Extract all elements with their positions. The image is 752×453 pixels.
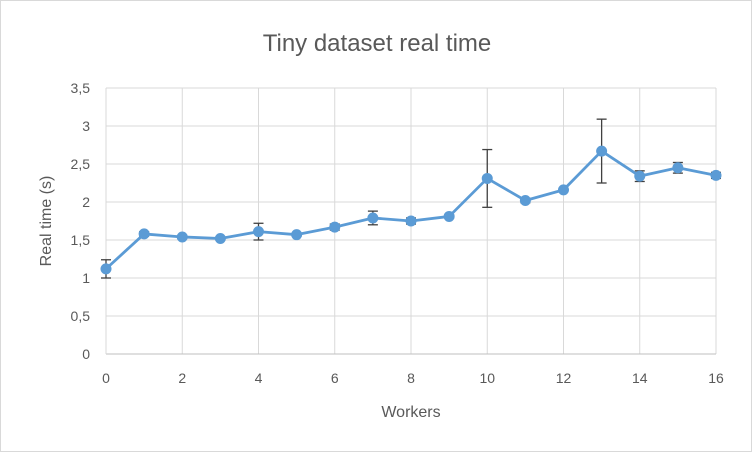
chart-title: Tiny dataset real time [263,30,492,57]
y-tick-labels: 0 0,5 1 1,5 2 2,5 3 3,5 [71,80,91,362]
data-point [291,229,303,241]
x-tick-label: 4 [255,370,263,386]
data-point [329,221,341,233]
x-tick-label: 6 [331,370,339,386]
x-tick-label: 2 [178,370,186,386]
x-tick-label: 12 [556,370,572,386]
y-tick-label: 3,5 [71,80,91,96]
x-tick-label: 0 [102,370,110,386]
data-point [443,210,455,222]
x-tick-label: 16 [708,370,724,386]
y-tick-label: 2,5 [71,156,91,172]
data-point [634,170,646,182]
axes [105,88,716,355]
data-point [176,231,188,243]
y-tick-label: 1 [82,270,90,286]
data-point [672,162,684,174]
y-tick-label: 2 [82,194,90,210]
y-tick-label: 3 [82,118,90,134]
y-tick-label: 1,5 [71,232,91,248]
x-tick-label: 8 [407,370,415,386]
data-point [100,263,112,275]
data-point [138,228,150,240]
data-point [519,194,531,206]
x-axis-title: Workers [381,404,440,421]
y-axis-title: Real time (s) [38,176,55,267]
data-point [481,172,493,184]
x-tick-label: 14 [632,370,648,386]
data-point [214,232,226,244]
data-point [558,184,569,196]
x-tick-labels: 0 2 4 6 8 10 12 14 16 [102,370,724,386]
gridlines [106,87,717,354]
data-points [100,145,722,275]
x-tick-label: 10 [479,370,495,386]
data-point [253,226,264,238]
data-point [710,169,722,181]
data-point [367,212,379,224]
data-point [596,145,608,157]
y-tick-label: 0,5 [71,308,91,324]
y-tick-label: 0 [82,346,90,362]
data-point [405,215,417,227]
